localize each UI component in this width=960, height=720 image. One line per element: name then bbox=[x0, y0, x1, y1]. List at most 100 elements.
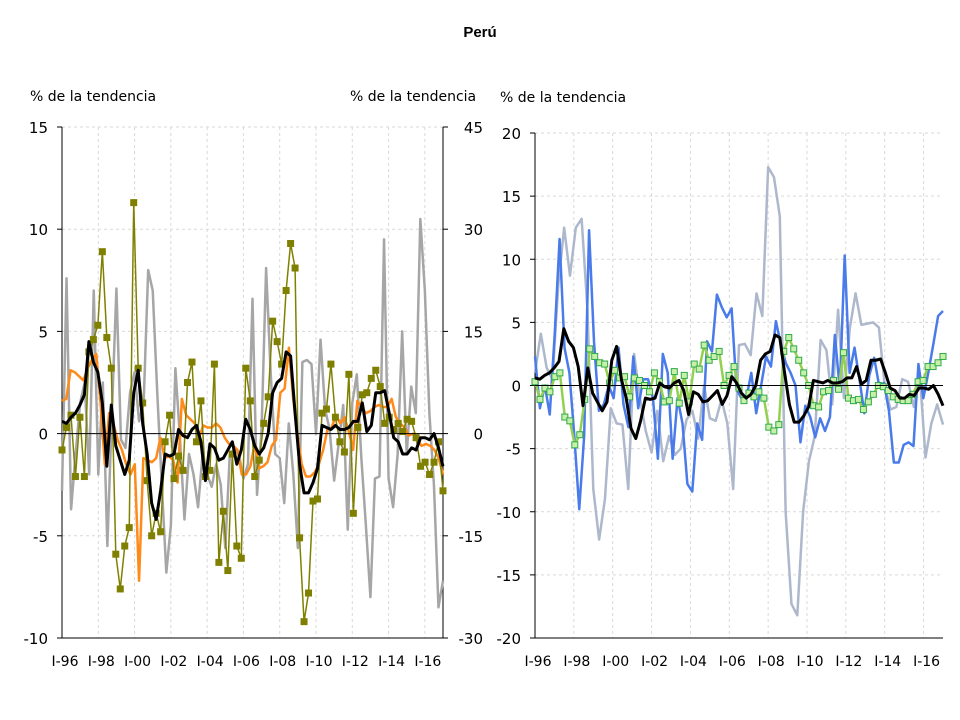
series-3-marker bbox=[835, 385, 843, 393]
series-3-marker bbox=[929, 363, 937, 371]
series-3-marker bbox=[839, 349, 847, 357]
series-3-marker bbox=[107, 364, 115, 372]
series-3-marker bbox=[296, 534, 304, 542]
series-3-marker bbox=[170, 475, 178, 483]
series-3-marker bbox=[421, 458, 429, 466]
y-tick-label: -20 bbox=[497, 630, 522, 648]
series-3-marker bbox=[854, 395, 862, 403]
series-3-marker bbox=[770, 427, 778, 435]
series-3-marker bbox=[536, 395, 544, 403]
series-3-marker bbox=[349, 509, 357, 517]
series-3-marker bbox=[825, 387, 833, 395]
series-3-marker bbox=[197, 397, 205, 405]
series-3-marker bbox=[188, 358, 196, 366]
series-3-marker bbox=[291, 264, 299, 272]
y-tick-label: 5 bbox=[511, 314, 521, 332]
series-3-marker bbox=[586, 345, 594, 353]
series-3-marker bbox=[313, 495, 321, 503]
x-tick-label: I-98 bbox=[563, 654, 590, 670]
series-line-2 bbox=[533, 228, 944, 511]
series-3-marker bbox=[576, 431, 584, 439]
y-right-tick-label: -30 bbox=[459, 630, 484, 648]
series-3-marker bbox=[566, 417, 574, 425]
series-3-marker bbox=[246, 397, 254, 405]
series-3-marker bbox=[318, 409, 326, 417]
series-3-marker bbox=[157, 528, 165, 536]
series-3-marker bbox=[710, 352, 718, 360]
series-3-marker bbox=[695, 365, 703, 373]
series-3-marker bbox=[71, 473, 79, 481]
x-tick-label: I-98 bbox=[88, 654, 115, 670]
series-3-marker bbox=[800, 369, 808, 377]
series-3-marker bbox=[215, 558, 223, 566]
series-3-marker bbox=[412, 434, 420, 442]
series-3-marker bbox=[795, 356, 803, 364]
series-3-marker bbox=[273, 338, 281, 346]
series-3-marker bbox=[116, 585, 124, 593]
x-tick-label: I-08 bbox=[269, 654, 296, 670]
y-right-tick-label: 15 bbox=[464, 323, 483, 341]
series-3-marker bbox=[367, 374, 375, 382]
series-3-marker bbox=[322, 405, 330, 413]
series-3-marker bbox=[879, 383, 887, 391]
series-3-marker bbox=[939, 352, 947, 360]
x-tick-label: I-96 bbox=[525, 654, 552, 670]
series-3-marker bbox=[331, 413, 339, 421]
left-chart: 15 10 5 0 -5 -10I-96 I-98 I-00 I-02 I-04 I-06 I-08 I… bbox=[24, 119, 484, 670]
series-3-marker bbox=[785, 334, 793, 342]
series-3-marker bbox=[680, 371, 688, 379]
series-3-marker bbox=[869, 390, 877, 398]
series-3-marker bbox=[179, 466, 187, 474]
series-3-marker bbox=[305, 589, 313, 597]
series-3-marker bbox=[94, 321, 102, 329]
series-3-marker bbox=[426, 470, 434, 478]
series-3-marker bbox=[665, 397, 673, 405]
y-tick-label: 10 bbox=[502, 251, 521, 269]
series-3-marker bbox=[705, 356, 713, 364]
series-3-marker bbox=[675, 399, 683, 407]
series-3-marker bbox=[934, 359, 942, 367]
series-3-marker bbox=[62, 423, 70, 431]
series-3-marker bbox=[556, 369, 564, 377]
series-3-marker bbox=[815, 403, 823, 411]
series-3-marker bbox=[345, 370, 353, 378]
series-3-marker bbox=[184, 379, 192, 386]
x-tick-label: I-06 bbox=[719, 654, 746, 670]
y-right-tick-label: -15 bbox=[459, 528, 484, 546]
series-3-marker bbox=[670, 368, 678, 376]
chart-title: Perú bbox=[463, 24, 497, 41]
series-3-marker bbox=[755, 388, 763, 396]
series-3-marker bbox=[336, 438, 344, 446]
series-3-marker bbox=[233, 542, 241, 550]
series-3-marker bbox=[255, 456, 263, 464]
right-chart-axis-label: % de la tendencia bbox=[500, 90, 627, 106]
series-3-marker bbox=[864, 398, 872, 406]
series-3-marker bbox=[219, 507, 227, 515]
series-3-marker bbox=[242, 364, 250, 372]
y-tick-label: -15 bbox=[497, 567, 522, 585]
series-3-marker bbox=[611, 366, 619, 374]
series-3-marker bbox=[287, 240, 295, 248]
series-3-marker bbox=[76, 413, 84, 421]
x-tick-label: I-04 bbox=[680, 654, 707, 670]
x-tick-label: I-10 bbox=[797, 654, 824, 670]
series-3-marker bbox=[260, 419, 268, 427]
x-tick-label: I-16 bbox=[414, 654, 441, 670]
series-3-marker bbox=[58, 446, 66, 454]
series-3-marker bbox=[148, 532, 156, 540]
x-tick-label: I-02 bbox=[641, 654, 668, 670]
series-3-marker bbox=[166, 411, 174, 419]
x-tick-label: I-10 bbox=[306, 654, 333, 670]
series-3-marker bbox=[775, 421, 783, 429]
y-tick-label: 10 bbox=[29, 221, 48, 239]
series-line-4 bbox=[61, 340, 445, 521]
series-3-marker bbox=[399, 428, 407, 436]
series-3-marker bbox=[130, 199, 138, 207]
series-3-marker bbox=[571, 441, 579, 449]
y-right-tick-label: 30 bbox=[464, 221, 483, 239]
series-3-marker bbox=[635, 376, 643, 384]
series-3-marker bbox=[282, 287, 290, 295]
series-3-marker bbox=[730, 363, 738, 371]
series-3-marker bbox=[210, 360, 218, 368]
